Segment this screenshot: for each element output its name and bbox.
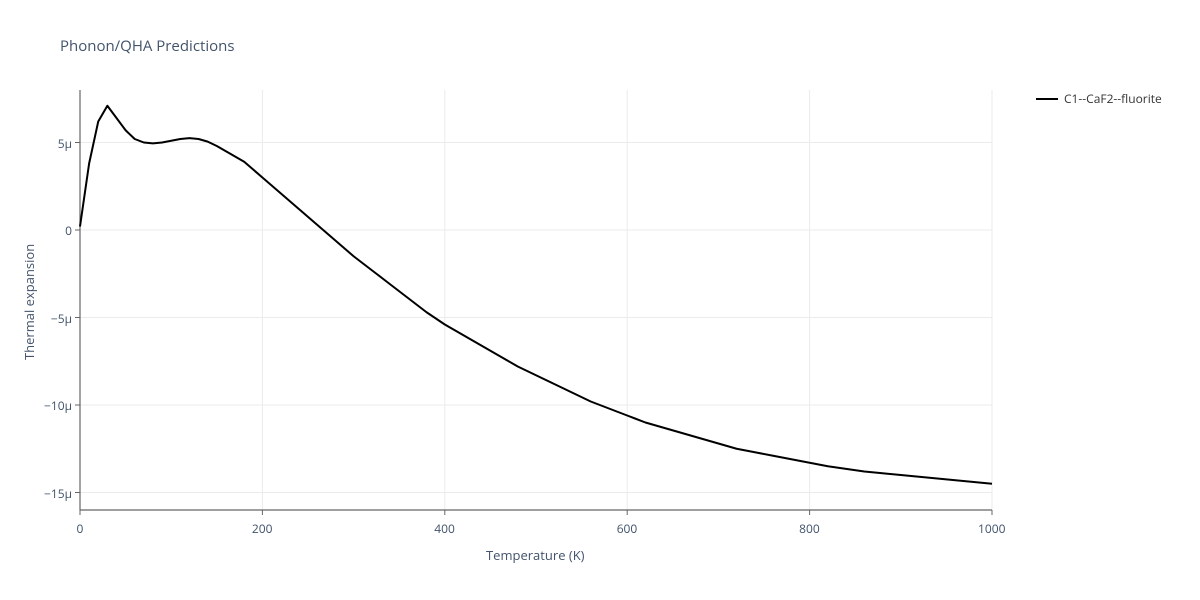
x-tick-label: 400 bbox=[434, 520, 455, 537]
y-tick-label: 0 bbox=[32, 222, 72, 239]
x-tick-label: 1000 bbox=[978, 520, 1005, 537]
series-line bbox=[80, 106, 992, 484]
x-tick-label: 600 bbox=[617, 520, 638, 537]
plot-area bbox=[0, 0, 1200, 600]
y-tick-label: −10μ bbox=[32, 397, 72, 414]
legend: C1--CaF2--fluorite bbox=[1036, 90, 1162, 107]
legend-swatch bbox=[1036, 98, 1058, 100]
x-tick-label: 800 bbox=[799, 520, 820, 537]
y-tick-label: −5μ bbox=[32, 310, 72, 327]
y-tick-label: 5μ bbox=[32, 135, 72, 152]
legend-label: C1--CaF2--fluorite bbox=[1064, 90, 1162, 107]
x-tick-label: 200 bbox=[252, 520, 273, 537]
y-tick-label: −15μ bbox=[32, 485, 72, 502]
chart-container: Phonon/QHA Predictions Thermal expansion… bbox=[0, 0, 1200, 600]
x-tick-label: 0 bbox=[77, 520, 84, 537]
